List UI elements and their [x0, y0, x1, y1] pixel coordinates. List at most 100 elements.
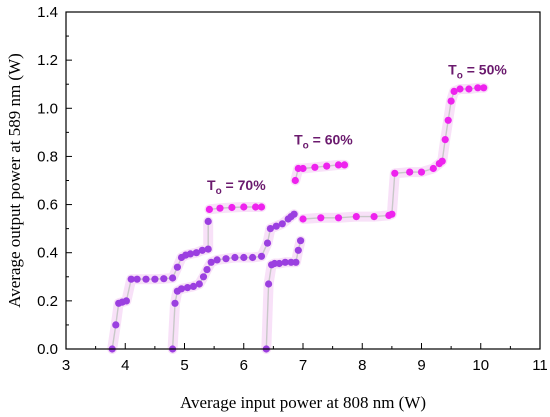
data-point	[370, 213, 378, 221]
data-point	[263, 239, 272, 247]
annotation-value: = 70%	[222, 177, 267, 193]
annotations: To = 70%To = 60%To = 50%	[207, 62, 507, 198]
x-tick-label: 3	[62, 357, 70, 374]
data-point	[406, 168, 414, 176]
data-points	[108, 84, 488, 353]
data-point	[292, 258, 300, 266]
data-point	[189, 282, 197, 290]
data-point	[192, 249, 200, 257]
data-point	[199, 273, 208, 281]
data-point	[171, 299, 179, 307]
x-tick-label: 6	[240, 357, 248, 374]
data-point	[173, 263, 181, 271]
data-point	[294, 246, 302, 254]
data-point	[205, 205, 213, 213]
data-point	[112, 321, 120, 329]
data-point	[204, 217, 212, 225]
series-line	[171, 213, 295, 350]
data-point	[160, 275, 168, 283]
series-glow	[167, 209, 300, 354]
data-point	[183, 284, 192, 292]
data-point	[456, 85, 464, 93]
data-point	[249, 253, 257, 262]
data-point	[317, 214, 325, 222]
data-point	[299, 215, 307, 223]
data-point	[291, 176, 299, 185]
data-point	[441, 136, 449, 144]
annotation-symbol: T	[207, 177, 216, 193]
data-point	[391, 169, 399, 177]
y-tick-label: 1.0	[37, 100, 58, 117]
annotation-label: To = 60%	[294, 131, 353, 151]
annotation-value: = 60%	[309, 131, 354, 147]
data-point	[203, 266, 211, 274]
data-point	[297, 237, 305, 245]
data-point	[340, 161, 349, 169]
data-point	[265, 280, 273, 288]
data-point	[334, 214, 343, 222]
data-point	[213, 256, 221, 264]
data-point	[204, 245, 212, 253]
data-point	[151, 275, 159, 283]
data-point	[127, 275, 135, 283]
data-point	[240, 253, 248, 262]
x-tick-label: 8	[358, 357, 366, 374]
data-point	[311, 163, 319, 171]
data-point	[272, 222, 280, 230]
data-point	[299, 164, 307, 173]
x-tick-label: 7	[299, 357, 307, 374]
data-point	[169, 274, 177, 282]
annotation-symbol: T	[294, 131, 303, 147]
annotation-label: To = 50%	[448, 62, 507, 82]
data-point	[252, 203, 260, 211]
x-tick-label: 4	[121, 357, 129, 374]
x-tick-label: 10	[472, 357, 489, 374]
data-point	[122, 297, 130, 305]
y-tick-label: 0.2	[37, 293, 58, 310]
annotation-subscript: o	[457, 71, 463, 82]
data-point	[278, 220, 286, 228]
data-point	[257, 203, 266, 211]
y-tick-label: 0.0	[37, 341, 58, 358]
connector-lines	[111, 87, 484, 350]
data-point	[474, 84, 482, 92]
x-tick-label: 11	[532, 357, 548, 374]
data-point	[133, 275, 141, 283]
data-point	[290, 210, 298, 218]
data-point	[240, 203, 248, 211]
data-point	[480, 84, 488, 92]
data-point	[177, 285, 186, 293]
series-line	[302, 87, 484, 220]
data-point	[438, 157, 446, 165]
x-tick-label: 9	[417, 357, 425, 374]
data-point	[444, 116, 452, 124]
annotation-value: = 50%	[463, 62, 508, 78]
y-tick-labels: 0.0 0.2 0.4 0.6 0.8 1.0 1.2 1.4	[37, 4, 58, 358]
y-tick-label: 1.4	[37, 4, 58, 21]
y-tick-label: 0.6	[37, 197, 58, 214]
data-point	[216, 204, 224, 212]
data-point	[231, 253, 239, 262]
data-point	[450, 87, 458, 95]
data-point	[257, 252, 266, 260]
series-glow	[261, 235, 306, 354]
y-tick-label: 1.2	[37, 52, 58, 69]
x-tick-labels: 3 4 5 6 7 8 9 10 11	[62, 357, 548, 374]
data-point	[222, 255, 230, 263]
data-point	[266, 225, 274, 233]
data-point	[429, 164, 437, 173]
data-point	[447, 97, 455, 105]
data-point	[465, 85, 473, 93]
data-point	[323, 162, 331, 170]
annotation-symbol: T	[448, 62, 457, 78]
data-point	[207, 258, 215, 266]
data-point	[388, 210, 396, 218]
data-point	[275, 259, 283, 268]
annotation-subscript: o	[216, 186, 222, 197]
data-point	[142, 275, 150, 283]
data-point	[417, 168, 426, 176]
data-point	[195, 280, 203, 288]
data-point	[228, 203, 236, 212]
y-tick-label: 0.8	[37, 148, 58, 165]
